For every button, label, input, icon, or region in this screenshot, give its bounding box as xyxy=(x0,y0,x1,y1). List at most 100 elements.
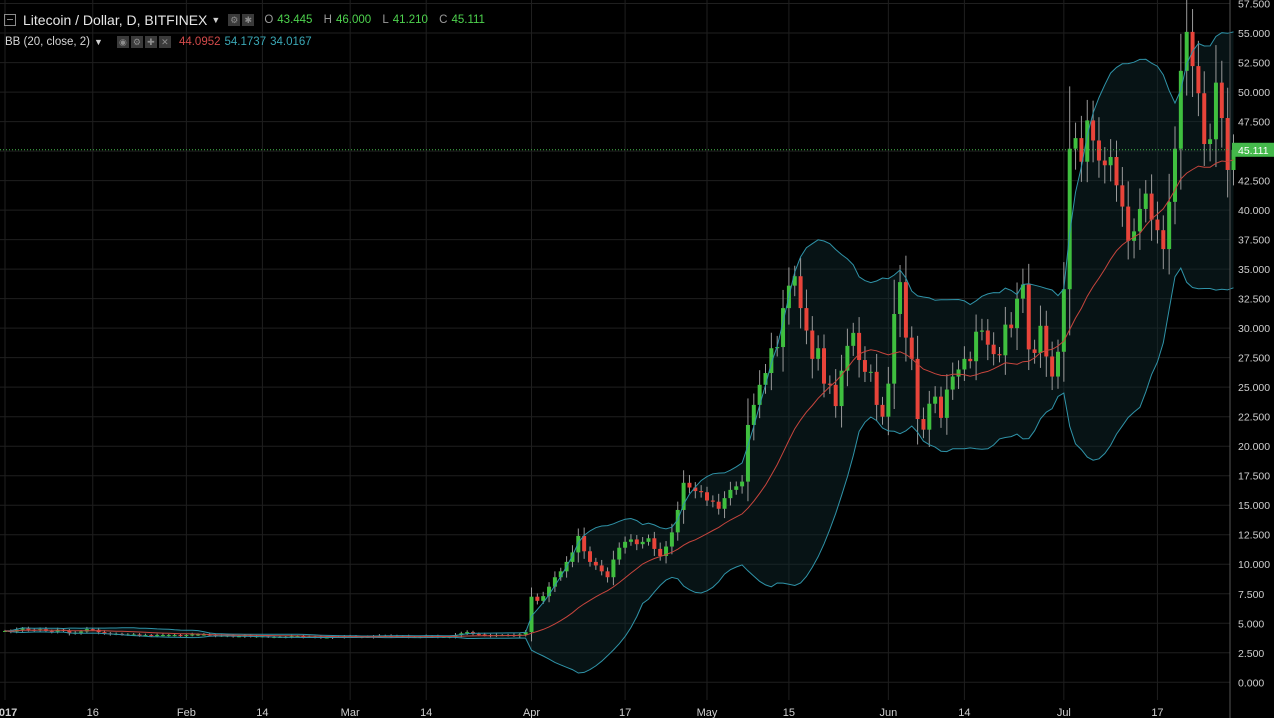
time-axis[interactable]: 2017 16 Feb 14 Mar 14 Apr 17 May 15 Jun 14 Jul 17 xyxy=(0,707,1164,718)
time-tick-label: 17 xyxy=(619,707,631,718)
candle-body xyxy=(593,561,598,566)
candle-body xyxy=(143,635,148,637)
candle-body xyxy=(1067,148,1072,290)
candle-body xyxy=(886,383,891,417)
price-axis[interactable]: 0.000 2.500 5.000 7.500 10.000 12.500 15.000 17… xyxy=(1238,0,1270,689)
candle-body xyxy=(1073,138,1078,149)
indicator-title[interactable]: BB (20, close, 2) xyxy=(5,36,91,48)
candle-body xyxy=(734,486,739,490)
price-tick-label: 2.500 xyxy=(1238,648,1264,660)
time-tick-label: 14 xyxy=(256,707,268,718)
price-tick-label: 22.500 xyxy=(1238,412,1270,424)
candle-body xyxy=(1219,82,1224,119)
price-tick-label: 42.500 xyxy=(1238,176,1270,188)
price-tick-label: 25.000 xyxy=(1238,382,1270,394)
candle-body xyxy=(1038,325,1043,353)
price-tick-label: 50.000 xyxy=(1238,87,1270,99)
time-tick-label: 17 xyxy=(1151,707,1163,718)
candle-body xyxy=(810,330,815,359)
price-tick-label: 32.500 xyxy=(1238,294,1270,306)
candle-body xyxy=(1108,156,1113,166)
price-tick-label: 27.500 xyxy=(1238,353,1270,365)
candle-body xyxy=(26,628,31,630)
candle-body xyxy=(722,498,727,509)
bollinger-lower-band xyxy=(4,266,1234,674)
chevron-down-icon[interactable]: ▼ xyxy=(211,15,221,25)
candle-body xyxy=(172,635,177,637)
candle-body xyxy=(798,276,803,309)
format-icon[interactable]: ✱ xyxy=(242,14,255,26)
price-tick-label: 55.000 xyxy=(1238,28,1270,40)
price-tick-label: 47.500 xyxy=(1238,117,1270,129)
candle-body xyxy=(822,348,826,384)
last-price-value: 45.111 xyxy=(1238,145,1269,157)
settings-icon[interactable]: ⚙ xyxy=(228,14,241,26)
candle-body xyxy=(845,345,850,371)
bb-upper-value: 54.1737 xyxy=(224,36,267,48)
candle-body xyxy=(196,634,201,636)
close-value: 45.111 xyxy=(451,14,485,26)
candle-body xyxy=(1155,219,1160,231)
candle-body xyxy=(570,552,575,562)
symbol-title[interactable]: Litecoin / Dollar, D, BITFINEX xyxy=(23,12,208,28)
candle-body xyxy=(658,548,663,556)
collapse-icon[interactable] xyxy=(4,14,16,26)
candle-body xyxy=(933,396,938,404)
candle-body xyxy=(289,636,294,638)
candle-body xyxy=(1132,231,1137,241)
candle-body xyxy=(1149,193,1154,220)
price-tick-label: 20.000 xyxy=(1238,441,1270,453)
candle-body xyxy=(1079,138,1084,162)
candle-body xyxy=(599,565,604,572)
candle-body xyxy=(1056,351,1060,377)
candle-body xyxy=(137,634,142,636)
candle-body xyxy=(1225,118,1230,170)
candle-body xyxy=(833,384,838,407)
candle-body xyxy=(804,308,809,331)
candle-body xyxy=(1184,31,1189,71)
candle-body xyxy=(149,635,154,637)
close-icon[interactable]: ✕ xyxy=(158,36,171,48)
chart-legend-header: Litecoin / Dollar, D, BITFINEX ▼ ⚙ ✱ O 43… xyxy=(4,10,493,30)
candle-body xyxy=(3,630,7,632)
candle-body xyxy=(155,635,160,637)
candle-body xyxy=(1178,70,1183,149)
candle-body xyxy=(985,330,990,345)
candle-body xyxy=(1126,206,1131,241)
candle-body xyxy=(979,330,984,332)
candle-body xyxy=(1137,208,1142,232)
candle-body xyxy=(131,634,136,636)
time-tick-label: 14 xyxy=(420,707,432,718)
candle-body xyxy=(716,501,721,509)
eye-icon[interactable]: ◉ xyxy=(116,36,129,48)
candle-body xyxy=(968,358,973,362)
candle-body xyxy=(903,282,908,338)
more-icon[interactable]: ✚ xyxy=(144,36,157,48)
candle-body xyxy=(102,632,107,634)
price-tick-label: 7.500 xyxy=(1238,589,1264,601)
price-tick-label: 10.000 xyxy=(1238,559,1270,571)
close-key: C xyxy=(439,14,448,26)
candle-body xyxy=(681,482,686,510)
candle-body xyxy=(67,630,72,634)
price-tick-label: 35.000 xyxy=(1238,264,1270,276)
price-tick-label: 0.000 xyxy=(1238,677,1264,689)
candle-body xyxy=(646,538,651,542)
settings-icon[interactable]: ⚙ xyxy=(130,36,143,48)
candle-body xyxy=(201,634,206,636)
chevron-down-icon[interactable]: ▼ xyxy=(94,37,103,47)
candle-body xyxy=(950,376,955,390)
candle-body xyxy=(558,571,563,578)
candle-body xyxy=(710,500,715,502)
indicator-legend: BB (20, close, 2) ▼ ◉ ⚙ ✚ ✕ 44.0952 54.1… xyxy=(5,34,312,50)
candle-body xyxy=(465,632,470,634)
price-tick-label: 17.500 xyxy=(1238,471,1270,483)
open-value: 43.445 xyxy=(277,14,313,26)
high-key: H xyxy=(323,14,332,26)
candle-body xyxy=(49,630,54,632)
candle-body xyxy=(1091,120,1096,141)
candle-body xyxy=(523,632,528,635)
candle-body xyxy=(1015,298,1020,329)
bollinger-band-fill xyxy=(5,31,1234,673)
